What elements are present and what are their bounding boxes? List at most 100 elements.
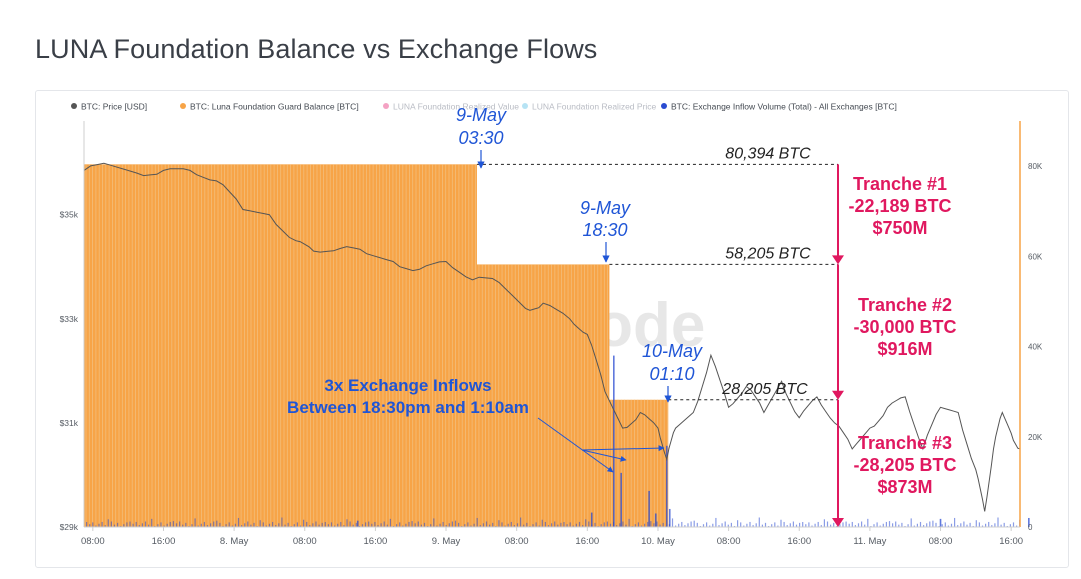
inflow-bar-minor	[163, 525, 165, 527]
inflow-bar-minor	[169, 521, 171, 527]
y-left-tick-label: $31k	[60, 418, 79, 428]
inflow-bar-minor	[107, 519, 109, 527]
x-tick-label: 16:00	[999, 536, 1023, 547]
inflow-bar-minor	[346, 519, 348, 527]
inflow-bar-minor	[523, 524, 525, 527]
inflow-bar-minor	[262, 522, 264, 527]
legend-item-3[interactable]: LUNA Foundation Realized Value	[393, 102, 519, 112]
inflow-bar-minor	[752, 525, 754, 527]
inflow-bar-minor	[355, 522, 357, 527]
inflow-bar-minor	[544, 521, 546, 527]
inflow-bar-minor	[919, 521, 922, 527]
inflow-bar-minor	[957, 525, 959, 527]
inflow-bar-minor	[380, 523, 382, 527]
inflow-bar-minor	[826, 521, 829, 527]
inflow-bar-minor	[975, 520, 977, 527]
inflow-bar-minor	[947, 525, 949, 527]
legend-item-2[interactable]: BTC: Luna Foundation Guard Balance [BTC]	[190, 102, 359, 112]
x-tick-label: 11. May	[853, 536, 886, 547]
inflow-bar-minor	[854, 525, 856, 527]
inflow-bar-minor	[935, 522, 937, 527]
inflow-bar-minor	[194, 518, 196, 527]
inflow-bar-minor	[234, 523, 236, 527]
tranche-level-label-2: 58,205 BTC	[725, 245, 811, 262]
inflow-bar-minor	[535, 522, 537, 527]
inflow-bar-minor	[321, 522, 323, 527]
inflow-bar-minor	[408, 521, 410, 527]
inflow-bar-minor	[988, 521, 990, 527]
legend-item-4[interactable]: LUNA Foundation Realized Price	[532, 102, 657, 112]
legend-swatch-5	[661, 103, 667, 109]
inflow-bar-minor	[771, 524, 773, 527]
inflow-bar-minor	[237, 517, 240, 527]
inflow-bar-minor	[510, 521, 512, 527]
inflow-bar-minor	[566, 524, 568, 527]
legend-swatch-1	[71, 103, 77, 109]
tranche-level-label-1: 80,394 BTC	[725, 145, 811, 162]
inflow-bar-minor	[135, 521, 137, 527]
inflow-bar-minor	[848, 523, 850, 527]
inflow-bar-minor	[386, 524, 388, 527]
inflow-bar-minor	[603, 522, 605, 527]
inflow-bar-minor	[560, 522, 562, 527]
x-tick-label: 16:00	[787, 536, 811, 547]
inflow-bar-minor	[498, 520, 500, 527]
inflow-bar-minor	[225, 524, 227, 527]
legend-item-1[interactable]: BTC: Price [USD]	[81, 102, 147, 112]
inflow-bar-minor	[402, 525, 404, 527]
inflow-bar-minor	[144, 521, 147, 527]
inflow-bar-minor	[563, 522, 565, 527]
inflow-bar-minor	[287, 522, 289, 527]
inflow-bar-minor	[166, 523, 168, 527]
inflow-bar-minor	[923, 525, 925, 527]
inflow-bar-minor	[368, 521, 370, 527]
inflow-bar-minor	[312, 523, 314, 527]
inflow-bar-minor	[761, 524, 763, 527]
inflow-bar-minor	[820, 525, 822, 527]
tranche-arrows	[832, 164, 844, 527]
inflow-bar-minor	[113, 524, 116, 527]
inflow-bar-minor	[228, 522, 230, 527]
inflow-bar-minor	[814, 523, 816, 527]
inflow-bar-minor	[606, 521, 608, 527]
inflow-bar-minor	[476, 517, 478, 527]
inflow-bar-minor	[492, 522, 494, 527]
inflow-bar-minor	[383, 521, 385, 527]
inflow-bar-minor	[138, 525, 140, 527]
inflow-bar-minor	[616, 525, 618, 527]
inflow-bar-minor	[901, 522, 903, 527]
inflow-bar-minor	[219, 522, 221, 527]
legend-swatch-3	[383, 103, 389, 109]
inflow-bar-minor	[712, 523, 714, 527]
inflow-bar-minor	[231, 525, 233, 527]
inflow-bar-8	[668, 508, 671, 527]
inflow-bar-minor	[678, 523, 680, 527]
inflows-note-line1: 3x Exchange Inflows	[324, 376, 491, 395]
y-left-tick-label: $29k	[60, 522, 79, 532]
inflow-bar-minor	[306, 521, 308, 527]
inflow-bar-minor	[247, 521, 249, 527]
inflow-bar-minor	[296, 522, 298, 527]
inflow-bar-minor	[92, 522, 94, 527]
inflow-bar-minor	[721, 523, 723, 527]
inflow-bar-minor	[405, 523, 407, 527]
inflow-bar-minor	[1016, 525, 1018, 527]
y-left-tick-label: $35k	[60, 210, 79, 220]
inflow-bar-minor	[551, 523, 553, 527]
legend-item-5[interactable]: BTC: Exchange Inflow Volume (Total) - Al…	[671, 102, 897, 112]
inflow-bar-minor	[278, 523, 280, 527]
inflow-bar-minor	[330, 522, 333, 527]
inflow-bar-minor	[299, 525, 302, 527]
x-tick-label: 8. May	[220, 536, 249, 547]
inflow-bar-minor	[634, 524, 636, 527]
inflow-bar-minor	[895, 521, 897, 527]
inflow-bar-minor	[981, 525, 984, 527]
inflow-bar-minor	[706, 522, 708, 527]
inflow-bar-minor	[399, 522, 401, 527]
inflow-bar-minor	[445, 525, 447, 527]
inflow-bar-minor	[585, 519, 587, 527]
inflow-bar-minor	[929, 521, 931, 527]
inflow-bar-minor	[625, 524, 627, 527]
inflow-bar-minor	[374, 521, 376, 527]
